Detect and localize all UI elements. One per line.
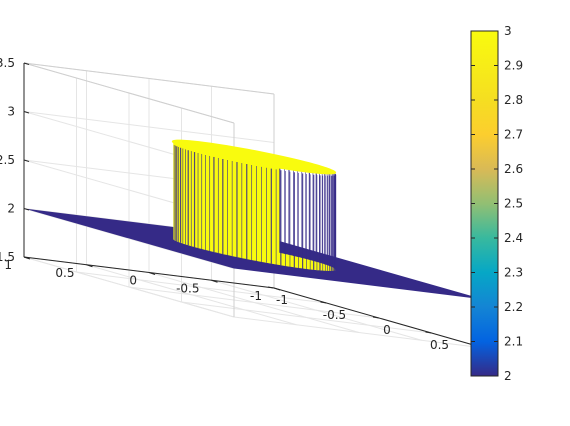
tick-layer: 1.522.533.5-1-0.500.51-1-0.500.51 — [0, 56, 496, 367]
gridline-y-floor — [23, 256, 235, 318]
colorbar-tick-label: 2.5 — [504, 197, 523, 211]
colorbar-ticks: 2 2.1 2.2 2.3 2.4 2.5 2.6 2.7 2.8 2.9 3 — [471, 24, 523, 383]
gridline-y-floor — [86, 264, 297, 326]
colorbar-tick-label: 2 — [504, 369, 512, 383]
colorbar-tick-label: 2.4 — [504, 231, 523, 245]
colorbar-tick-label: 2.9 — [504, 59, 523, 73]
colorbar-tick-label: 3 — [504, 24, 512, 38]
colorbar-tick-label: 2.8 — [504, 93, 523, 107]
colorbar-fill — [470, 30, 499, 377]
y-tick-label: -1 — [250, 289, 262, 303]
x-tick-mark — [320, 301, 327, 304]
z-tick-mark — [23, 159, 30, 162]
y-tick-mark — [23, 256, 31, 260]
x-tick-mark — [425, 331, 432, 334]
z-tick-label: 2.5 — [0, 153, 15, 167]
z-tick-label: 1.5 — [0, 250, 15, 264]
z-tick-label: 3 — [7, 105, 15, 119]
colorbar: 2 2.1 2.2 2.3 2.4 2.5 2.6 2.7 2.8 2.9 3 — [470, 24, 523, 383]
y-tick-label: 1 — [4, 258, 12, 272]
y-tick-mark — [86, 264, 93, 268]
z-tick-mark — [23, 208, 30, 211]
z-tick-label: 2 — [7, 202, 15, 216]
box-edge — [23, 62, 235, 124]
colorbar-tick-label: 2.6 — [504, 162, 523, 176]
x-tick-label: 0.5 — [430, 338, 449, 352]
y-tick-mark — [148, 272, 156, 275]
x-tick-mark — [267, 286, 275, 289]
x-tick-label: 0 — [383, 323, 391, 337]
y-tick-label: 0.5 — [55, 266, 74, 280]
colorbar-tick-label: 2.1 — [504, 335, 523, 349]
y-tick-mark — [211, 279, 218, 283]
cylinder-top — [171, 139, 337, 175]
colorbar-tick-label: 2.2 — [504, 300, 523, 314]
x-tick-label: -0.5 — [323, 308, 346, 322]
y-tick-mark — [273, 287, 281, 291]
z-tick-label: 3.5 — [0, 56, 15, 70]
surface-layer — [24, 139, 484, 300]
z-tick-mark — [23, 111, 30, 114]
colorbar-tick-label: 2.7 — [504, 128, 523, 142]
x-tick-mark — [372, 316, 380, 319]
box-edge — [23, 62, 275, 95]
x-tick-label: -1 — [276, 293, 288, 307]
y-tick-label: 0 — [129, 274, 137, 288]
gridline-y-floor — [211, 279, 422, 341]
z-tick-mark — [23, 62, 30, 65]
colorbar-tick-label: 2.3 — [504, 266, 523, 280]
gridline-y-floor — [148, 272, 360, 333]
y-tick-label: -0.5 — [176, 281, 199, 295]
